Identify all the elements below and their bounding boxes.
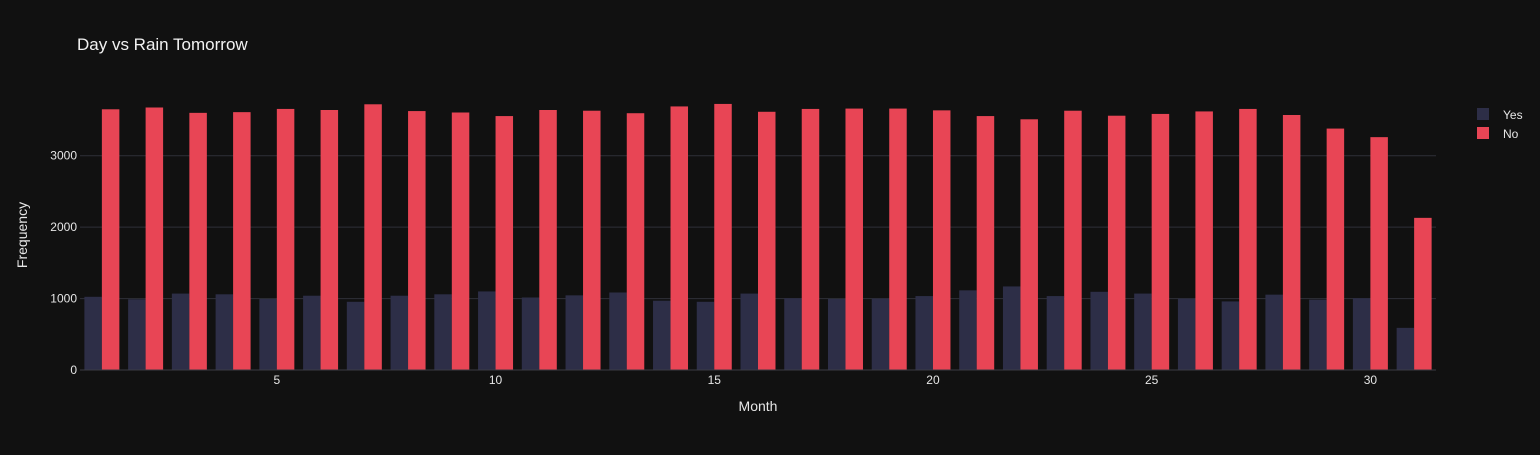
bar-yes-day-24 (1090, 291, 1108, 370)
bar-yes-day-5 (259, 298, 277, 370)
y-axis-title: Frequency (14, 202, 30, 268)
y-tick-label: 1000 (50, 292, 77, 306)
bar-no-day-27 (1239, 108, 1257, 370)
bar-yes-day-23 (1046, 296, 1065, 370)
bar-no-day-31 (1414, 217, 1432, 370)
bar-no-day-6 (320, 110, 339, 370)
bar-no-day-11 (539, 110, 557, 370)
legend-item-yes[interactable]: Yes (1477, 108, 1523, 122)
x-tick-label: 30 (1364, 373, 1378, 387)
bar-no-day-17 (801, 108, 820, 370)
legend[interactable]: Yes No (1477, 108, 1523, 141)
x-tick-label: 15 (708, 373, 722, 387)
bar-no-day-26 (1195, 111, 1213, 370)
bar-yes-day-2 (128, 299, 146, 370)
x-axis-title: Month (739, 398, 778, 414)
bar-no-day-18 (845, 108, 863, 371)
bar-yes-day-4 (215, 294, 234, 370)
bar-no-day-24 (1107, 115, 1126, 370)
bar-no-day-13 (626, 113, 645, 370)
bar-no-day-23 (1064, 110, 1082, 370)
bar-no-day-12 (583, 110, 601, 370)
bar-yes-day-1 (84, 296, 102, 370)
bar-no-day-7 (364, 104, 382, 371)
bar-yes-day-21 (959, 290, 977, 370)
bar-yes-day-31 (1396, 327, 1415, 370)
bar-no-day-20 (932, 110, 951, 370)
bar-no-day-1 (101, 109, 120, 371)
bar-no-day-8 (408, 111, 426, 371)
bar-yes-day-26 (1177, 298, 1196, 370)
bar-yes-day-14 (653, 300, 671, 370)
bar-yes-day-15 (696, 301, 715, 370)
bar-no-day-28 (1282, 115, 1301, 370)
bar-yes-day-10 (478, 291, 496, 370)
bar-yes-day-7 (346, 301, 365, 370)
bar-no-day-21 (976, 116, 995, 370)
bar-no-day-3 (189, 112, 207, 370)
bar-yes-day-27 (1221, 301, 1240, 370)
bar-yes-day-18 (827, 298, 846, 370)
bar-no-day-2 (145, 107, 164, 370)
y-tick-label: 2000 (50, 220, 77, 234)
bar-no-day-19 (889, 108, 907, 371)
bar-yes-day-22 (1002, 286, 1021, 370)
bar-no-day-15 (714, 103, 732, 370)
bar-yes-day-8 (390, 295, 409, 370)
legend-swatch-no (1477, 127, 1489, 139)
bar-no-day-25 (1151, 113, 1170, 370)
bar-yes-day-28 (1265, 294, 1283, 370)
x-tick-label: 25 (1145, 373, 1159, 387)
bar-no-day-22 (1020, 119, 1038, 371)
bar-no-day-29 (1326, 128, 1345, 370)
y-tick-label: 0 (70, 363, 77, 377)
bar-no-day-9 (451, 112, 470, 370)
bar-yes-day-6 (303, 295, 321, 370)
bar-no-day-30 (1370, 137, 1388, 370)
bar-yes-day-13 (609, 292, 627, 370)
bar-no-day-10 (495, 116, 514, 370)
bars (84, 103, 1432, 371)
bar-no-day-14 (670, 106, 689, 370)
legend-label-yes: Yes (1503, 108, 1523, 122)
legend-swatch-yes (1477, 108, 1489, 120)
x-tick-label: 10 (489, 373, 503, 387)
bar-yes-day-25 (1134, 293, 1152, 370)
x-tick-label: 5 (273, 373, 280, 387)
legend-label-no: No (1503, 127, 1519, 141)
axes: 0 1000 2000 3000 5 10 15 20 25 30 (50, 149, 1436, 387)
x-tick-label: 20 (926, 373, 940, 387)
bar-yes-day-20 (915, 296, 933, 370)
bar-yes-day-17 (784, 298, 802, 370)
bar-no-day-16 (758, 111, 776, 371)
bar-no-day-5 (276, 108, 295, 370)
bar-yes-day-3 (171, 293, 190, 370)
bar-yes-day-12 (565, 295, 584, 370)
bar-yes-day-9 (434, 294, 452, 370)
bar-yes-day-16 (740, 293, 758, 370)
chart-title: Day vs Rain Tomorrow (77, 35, 248, 54)
bar-yes-day-29 (1309, 299, 1327, 370)
legend-item-no[interactable]: No (1477, 127, 1519, 141)
bar-yes-day-30 (1352, 298, 1371, 370)
y-tick-label: 3000 (50, 149, 77, 163)
bar-yes-day-11 (521, 297, 540, 370)
bar-yes-day-19 (871, 298, 890, 370)
bar-no-day-4 (233, 112, 251, 371)
